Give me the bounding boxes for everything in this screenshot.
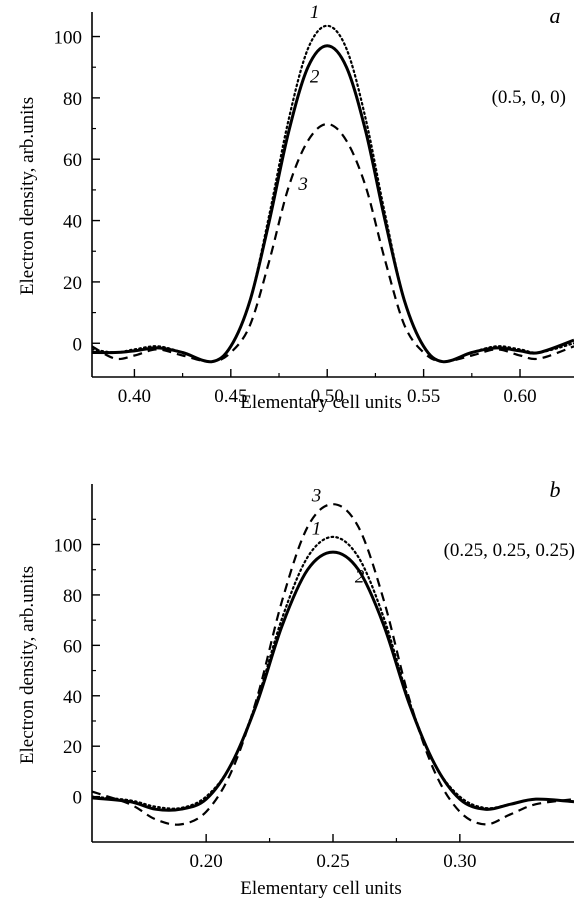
panel-letter: a bbox=[550, 3, 561, 28]
y-axis-title: Electron density, arb.units bbox=[17, 97, 38, 295]
x-axis-title: Elementary cell units bbox=[240, 878, 401, 899]
panel-a: 0.40 0.45 0.50 0.55 0.60 0 20 40 60 80 100 Elementa… bbox=[17, 2, 574, 413]
y-tick-label: 40 bbox=[63, 212, 82, 233]
x-tick-label: 0.20 bbox=[190, 851, 223, 872]
curve-label: 1 bbox=[312, 518, 322, 539]
y-tick-label: 60 bbox=[63, 150, 82, 171]
panel-letter: b bbox=[550, 477, 561, 502]
peak-position-annotation: (0.5, 0, 0) bbox=[492, 87, 566, 108]
y-axis-title: Electron density, arb.units bbox=[17, 566, 38, 764]
series-line-2-solid bbox=[92, 550, 574, 812]
y-tick-label: 0 bbox=[73, 334, 83, 355]
x-tick-label: 0.30 bbox=[443, 851, 476, 872]
y-tick-label: 80 bbox=[63, 89, 82, 110]
x-tick-label: 0.50 bbox=[311, 386, 344, 407]
y-tick-label: 0 bbox=[73, 788, 83, 809]
panel-b: 0.20 0.25 0.30 0 20 40 60 80 100 Elementary cell … bbox=[17, 477, 575, 899]
y-tick-label: 100 bbox=[54, 536, 83, 557]
y-tick-label: 100 bbox=[54, 28, 83, 49]
y-tick-label: 40 bbox=[63, 687, 82, 708]
curve-label: 2 bbox=[310, 67, 320, 88]
x-tick-label: 0.60 bbox=[503, 386, 536, 407]
y-tick-label: 80 bbox=[63, 586, 82, 607]
x-tick-label: 0.55 bbox=[407, 386, 440, 407]
x-tick-label: 0.25 bbox=[316, 851, 349, 872]
series-line-1-dotted bbox=[92, 24, 574, 363]
series-line-2-solid bbox=[92, 44, 574, 364]
y-tick-label: 20 bbox=[63, 273, 82, 294]
series-line-3-dashed bbox=[92, 503, 574, 826]
series-line-3-dashed bbox=[92, 122, 574, 363]
x-tick-label: 0.40 bbox=[118, 386, 151, 407]
x-axis-title: Elementary cell units bbox=[240, 392, 401, 413]
curve-label: 3 bbox=[297, 174, 308, 195]
x-tick-label: 0.45 bbox=[214, 386, 247, 407]
curve-label: 1 bbox=[310, 2, 320, 23]
peak-position-annotation: (0.25, 0.25, 0.25) bbox=[444, 540, 575, 561]
series-line-1-dotted bbox=[92, 535, 574, 810]
y-tick-label: 60 bbox=[63, 636, 82, 657]
y-tick-label: 20 bbox=[63, 737, 82, 758]
curve-label: 2 bbox=[355, 566, 365, 587]
curve-label: 3 bbox=[311, 486, 322, 507]
